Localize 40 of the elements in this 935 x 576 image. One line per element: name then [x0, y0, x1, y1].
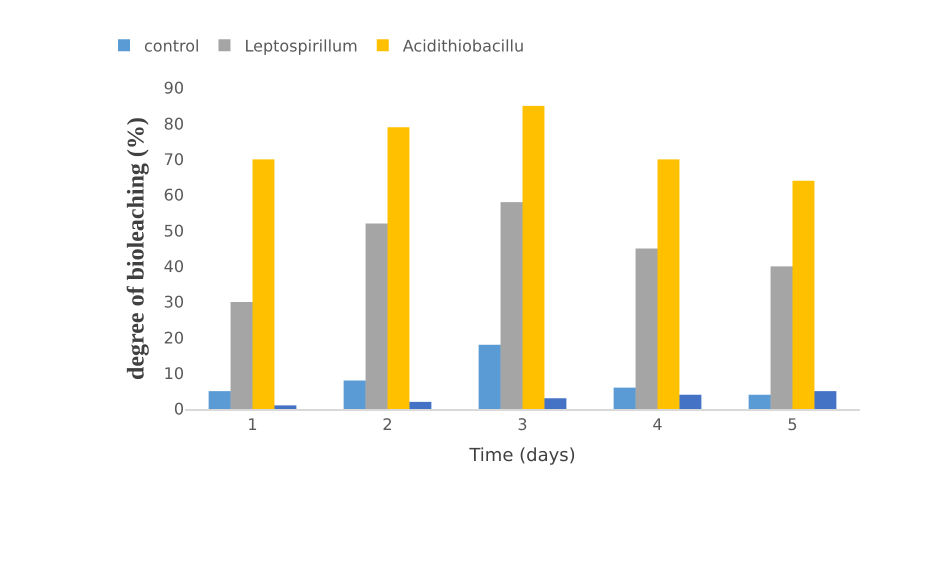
- y-tick-label: 90: [164, 78, 184, 98]
- x-tick-label: 4: [652, 415, 663, 434]
- bar: [792, 180, 814, 409]
- bar: [388, 127, 410, 409]
- bar: [252, 159, 274, 409]
- y-tick-label: 70: [164, 150, 184, 169]
- bar: [770, 266, 792, 409]
- x-tick-label: 5: [787, 415, 798, 434]
- y-tick-label: 60: [164, 186, 184, 205]
- bar: [500, 202, 522, 409]
- bar: [409, 402, 432, 409]
- legend-label: Acidithiobacillu: [402, 36, 524, 56]
- bar: [478, 344, 501, 409]
- y-tick-label: 80: [164, 114, 184, 134]
- bar: [366, 224, 388, 409]
- y-axis-title: degree of bioleaching (%): [124, 117, 150, 380]
- y-tick-label: 30: [164, 292, 184, 312]
- bar: [658, 159, 680, 409]
- y-tick-label: 0: [174, 400, 184, 419]
- legend-label: Leptospirillum: [244, 36, 358, 56]
- bar: [544, 398, 566, 409]
- bar: [814, 391, 836, 409]
- bar: [522, 106, 544, 409]
- bar: [748, 394, 771, 409]
- y-tick-label: 40: [164, 256, 184, 276]
- y-tick-label: 10: [164, 364, 184, 383]
- bar: [208, 391, 231, 409]
- x-tick-label: 3: [517, 415, 528, 434]
- x-tick-label: 2: [382, 415, 393, 434]
- y-tick-label: 50: [164, 221, 184, 240]
- bar: [636, 248, 658, 409]
- bar: [679, 394, 702, 409]
- bar: [274, 405, 296, 409]
- legend-label: control: [144, 36, 200, 56]
- bar: [344, 380, 366, 409]
- x-axis-title: Time (days): [468, 444, 576, 466]
- bar: [230, 302, 252, 409]
- bar: [614, 388, 636, 409]
- y-tick-label: 20: [164, 328, 184, 348]
- x-tick-label: 1: [247, 415, 258, 434]
